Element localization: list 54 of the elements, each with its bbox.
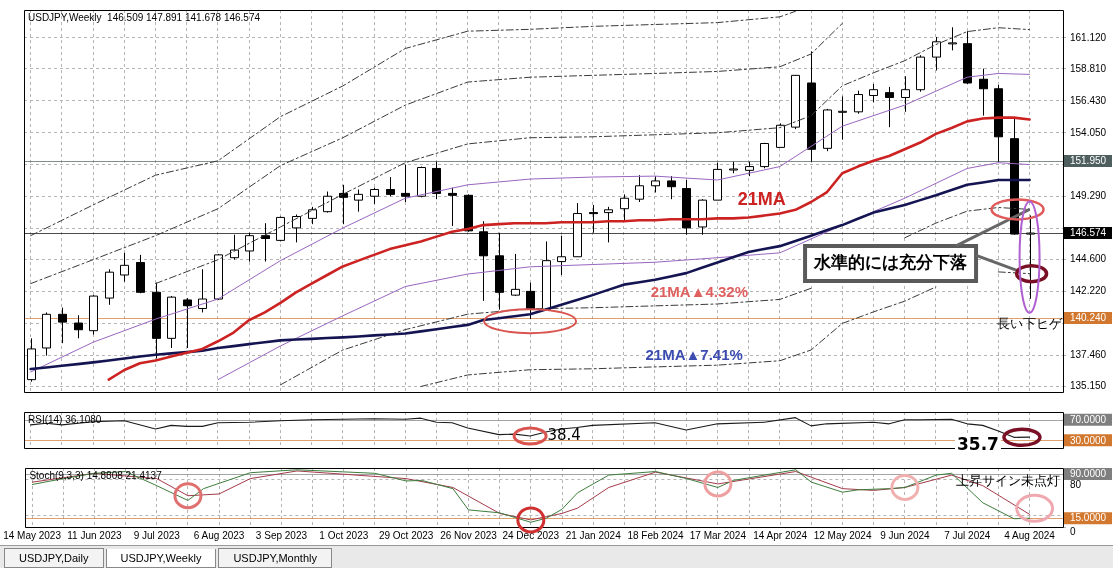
x-tick-label: 6 Aug 2023 [193, 529, 245, 541]
text: USDJPY,Monthly [218, 548, 332, 568]
ref-line-label: 151.950 [1069, 155, 1107, 167]
candlestick [885, 86, 894, 128]
candlestick [932, 36, 941, 72]
y-tick-label: 154.050 [1070, 126, 1107, 138]
series-label: 21MA▲7.41% [645, 346, 743, 364]
y-tick-label: 156.430 [1070, 94, 1107, 106]
x-tick-label: 21 Jan 2024 [565, 529, 622, 541]
x-tick-label: 14 May 2023 [3, 529, 62, 541]
chart-title: RSI(14) 36.1080 [28, 413, 102, 425]
text: USDJPY,Daily [4, 548, 104, 568]
x-tick-label: 9 Jul 2023 [133, 529, 181, 541]
y-tick-label: 0 [1070, 525, 1076, 537]
ref-line-label: 30.0000 [1069, 434, 1107, 446]
x-tick-label: 11 Jun 2023 [67, 529, 122, 541]
x-tick-label: 7 Jul 2024 [944, 529, 991, 541]
x-tick-label: 14 Apr 2024 [753, 529, 808, 541]
line-series [155, 27, 1031, 285]
y-tick-label: 161.120 [1070, 31, 1107, 43]
y-tick-label: 135.150 [1070, 380, 1107, 392]
candlestick [901, 75, 910, 113]
x-tick-label: 9 Jun 2024 [880, 529, 931, 541]
x-tick-label: 18 Feb 2024 [627, 529, 685, 541]
x-tick-label: 24 Dec 2023 [502, 529, 560, 541]
annotation: 38.4 [547, 425, 581, 444]
y-tick-label: 137.460 [1070, 349, 1107, 361]
annotation: 長い下ヒゲ [997, 316, 1064, 332]
ref-line-label: 15.0000 [1069, 512, 1107, 524]
y-tick-label: 144.600 [1070, 253, 1107, 265]
y-tick-label: 149.290 [1070, 190, 1107, 202]
ref-line-label: 70.0000 [1069, 413, 1107, 425]
x-tick-label: 4 Aug 2024 [1004, 529, 1056, 541]
candlestick [869, 83, 878, 103]
x-tick-label: 29 Oct 2023 [378, 529, 434, 541]
ref-line-label: 90.0000 [1069, 468, 1107, 480]
candlestick [635, 174, 644, 203]
x-tick-label: 12 May 2024 [813, 529, 872, 541]
series-label: 21MA▲4.32% [650, 283, 749, 301]
y-tick-label: 80 [1070, 478, 1082, 490]
x-tick-label: 17 Mar 2024 [689, 529, 747, 541]
x-tick-label: 26 Nov 2023 [440, 529, 498, 541]
annotation: 水準的には充分下落 [813, 251, 968, 272]
candlestick [386, 176, 395, 197]
x-tick-label: 3 Sep 2023 [255, 529, 308, 541]
ref-line-label: 140.240 [1069, 312, 1107, 324]
y-tick-label: 142.220 [1070, 285, 1107, 297]
ref-line-label: 146.574 [1069, 227, 1107, 239]
chart-title: USDJPY,Weekly 146.509 147.891 141.678 146.574 [28, 11, 261, 23]
x-tick-label: 1 Oct 2023 [319, 529, 369, 541]
annotation: 35.7 [956, 433, 999, 454]
series-label: 21MA [737, 188, 786, 209]
y-tick-label: 158.810 [1070, 62, 1107, 74]
line-series [30, 10, 796, 237]
